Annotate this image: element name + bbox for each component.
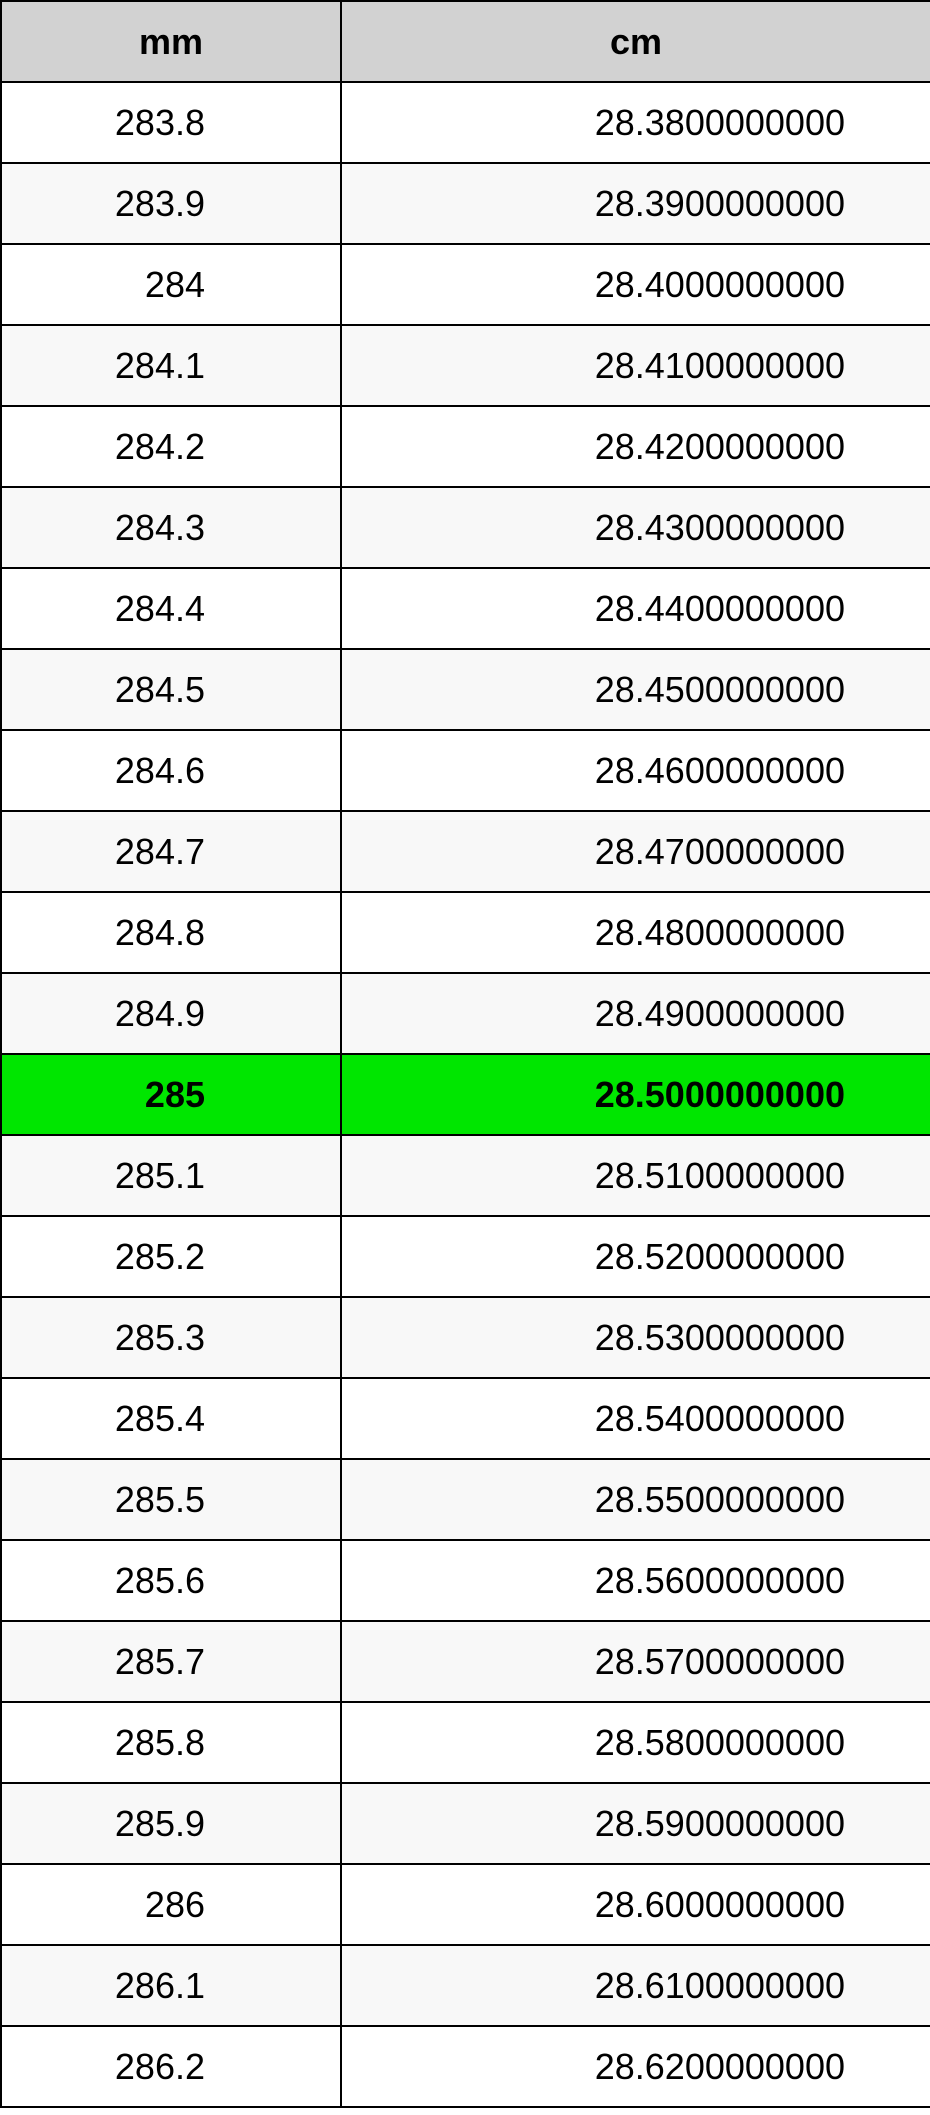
cell-cm: 28.4000000000 xyxy=(341,244,930,325)
table-row: 284.328.4300000000 xyxy=(1,487,930,568)
table-row: 285.328.5300000000 xyxy=(1,1297,930,1378)
cell-mm: 284.8 xyxy=(1,892,341,973)
cell-mm: 284.5 xyxy=(1,649,341,730)
table-header-row: mm cm xyxy=(1,1,930,82)
cell-cm: 28.4100000000 xyxy=(341,325,930,406)
cell-mm: 285 xyxy=(1,1054,341,1135)
cell-mm: 284.6 xyxy=(1,730,341,811)
cell-cm: 28.4900000000 xyxy=(341,973,930,1054)
cell-mm: 286 xyxy=(1,1864,341,1945)
table-body: 283.828.3800000000283.928.39000000002842… xyxy=(1,82,930,2107)
cell-cm: 28.4800000000 xyxy=(341,892,930,973)
cell-cm: 28.4200000000 xyxy=(341,406,930,487)
table-row: 285.228.5200000000 xyxy=(1,1216,930,1297)
cell-mm: 285.4 xyxy=(1,1378,341,1459)
column-header-mm: mm xyxy=(1,1,341,82)
conversion-table: mm cm 283.828.3800000000283.928.39000000… xyxy=(0,0,930,2108)
cell-cm: 28.6100000000 xyxy=(341,1945,930,2026)
table-row: 283.928.3900000000 xyxy=(1,163,930,244)
cell-mm: 285.2 xyxy=(1,1216,341,1297)
cell-cm: 28.5400000000 xyxy=(341,1378,930,1459)
cell-mm: 283.9 xyxy=(1,163,341,244)
table-row: 28528.5000000000 xyxy=(1,1054,930,1135)
cell-cm: 28.5700000000 xyxy=(341,1621,930,1702)
table-row: 285.428.5400000000 xyxy=(1,1378,930,1459)
table-row: 286.128.6100000000 xyxy=(1,1945,930,2026)
column-header-cm: cm xyxy=(341,1,930,82)
cell-cm: 28.3800000000 xyxy=(341,82,930,163)
table-row: 285.528.5500000000 xyxy=(1,1459,930,1540)
cell-mm: 284.1 xyxy=(1,325,341,406)
table-row: 284.528.4500000000 xyxy=(1,649,930,730)
cell-mm: 285.5 xyxy=(1,1459,341,1540)
cell-cm: 28.4700000000 xyxy=(341,811,930,892)
table-row: 285.828.5800000000 xyxy=(1,1702,930,1783)
cell-cm: 28.4300000000 xyxy=(341,487,930,568)
cell-mm: 284.7 xyxy=(1,811,341,892)
cell-mm: 285.9 xyxy=(1,1783,341,1864)
cell-cm: 28.4600000000 xyxy=(341,730,930,811)
table-row: 284.928.4900000000 xyxy=(1,973,930,1054)
table-row: 285.128.5100000000 xyxy=(1,1135,930,1216)
cell-mm: 285.6 xyxy=(1,1540,341,1621)
cell-cm: 28.3900000000 xyxy=(341,163,930,244)
cell-mm: 286.2 xyxy=(1,2026,341,2107)
cell-cm: 28.6200000000 xyxy=(341,2026,930,2107)
cell-cm: 28.6000000000 xyxy=(341,1864,930,1945)
cell-mm: 284 xyxy=(1,244,341,325)
cell-cm: 28.4500000000 xyxy=(341,649,930,730)
cell-cm: 28.5500000000 xyxy=(341,1459,930,1540)
table-row: 284.628.4600000000 xyxy=(1,730,930,811)
cell-cm: 28.5900000000 xyxy=(341,1783,930,1864)
cell-mm: 285.8 xyxy=(1,1702,341,1783)
table-row: 284.728.4700000000 xyxy=(1,811,930,892)
cell-cm: 28.5200000000 xyxy=(341,1216,930,1297)
cell-mm: 285.3 xyxy=(1,1297,341,1378)
cell-cm: 28.5100000000 xyxy=(341,1135,930,1216)
cell-mm: 284.2 xyxy=(1,406,341,487)
cell-cm: 28.5800000000 xyxy=(341,1702,930,1783)
cell-mm: 284.4 xyxy=(1,568,341,649)
cell-cm: 28.4400000000 xyxy=(341,568,930,649)
cell-mm: 284.9 xyxy=(1,973,341,1054)
table-row: 285.628.5600000000 xyxy=(1,1540,930,1621)
cell-cm: 28.5000000000 xyxy=(341,1054,930,1135)
table-row: 283.828.3800000000 xyxy=(1,82,930,163)
cell-mm: 286.1 xyxy=(1,1945,341,2026)
cell-cm: 28.5600000000 xyxy=(341,1540,930,1621)
table-row: 284.428.4400000000 xyxy=(1,568,930,649)
cell-mm: 283.8 xyxy=(1,82,341,163)
table-row: 286.228.6200000000 xyxy=(1,2026,930,2107)
cell-mm: 284.3 xyxy=(1,487,341,568)
table-row: 285.728.5700000000 xyxy=(1,1621,930,1702)
table-row: 284.228.4200000000 xyxy=(1,406,930,487)
cell-cm: 28.5300000000 xyxy=(341,1297,930,1378)
table-row: 284.128.4100000000 xyxy=(1,325,930,406)
table-row: 285.928.5900000000 xyxy=(1,1783,930,1864)
table-row: 28428.4000000000 xyxy=(1,244,930,325)
table-row: 284.828.4800000000 xyxy=(1,892,930,973)
cell-mm: 285.7 xyxy=(1,1621,341,1702)
cell-mm: 285.1 xyxy=(1,1135,341,1216)
table-row: 28628.6000000000 xyxy=(1,1864,930,1945)
